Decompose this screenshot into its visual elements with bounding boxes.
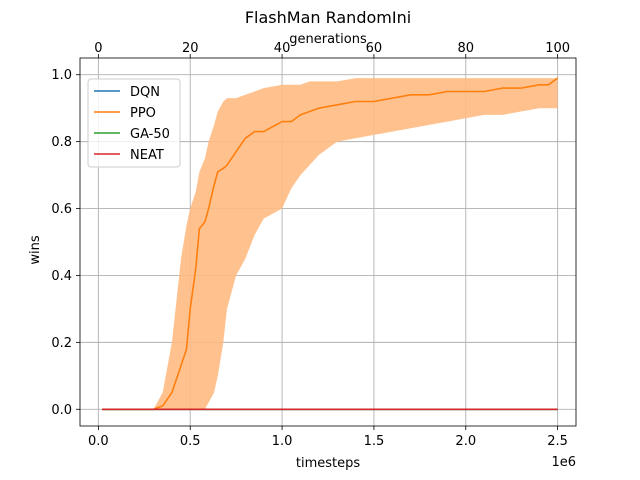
y-tick-label: 0.2 [51,336,72,351]
band-ppo [102,78,558,410]
y-tick-label: 0.8 [51,135,72,150]
y-tick-label: 0.0 [51,403,72,418]
y-tick-label: 1.0 [51,68,72,83]
top-tick-label: 0 [94,41,102,56]
y-tick-label: 0.4 [51,269,72,284]
x-tick-label: 2.0 [455,434,476,449]
legend-label-dqn: DQN [130,85,160,100]
x-tick-label: 0.5 [180,434,201,449]
legend-label-ga-50: GA-50 [130,127,170,142]
chart-title: FlashMan RandomIni [245,8,411,27]
confidence-bands [102,78,558,410]
top-tick-label: 20 [182,41,199,56]
x-tick-label: 1.0 [272,434,293,449]
top-axis-ticks: 0 20 40 60 80 100 [94,41,570,58]
top-tick-label: 100 [545,41,570,56]
y-axis-label: wins [28,235,43,264]
x-axis-offset: 1e6 [551,455,576,470]
x-tick-label: 2.5 [547,434,568,449]
x-axis-ticks: 0.0 0.5 1.0 1.5 2.0 2.5 [88,426,568,449]
top-tick-label: 60 [366,41,383,56]
top-axis-label: generations [289,32,367,47]
legend-label-ppo: PPO [130,106,156,121]
x-tick-label: 0.0 [88,434,109,449]
x-tick-label: 1.5 [364,434,385,449]
top-tick-label: 40 [274,41,291,56]
legend-frame [87,78,181,168]
series-lines [102,77,559,411]
y-axis-ticks: 0.0 0.2 0.4 0.6 0.8 1.0 [51,68,80,418]
legend: DQN PPO GA-50 NEAT [87,78,181,168]
y-tick-label: 0.6 [51,202,72,217]
plot-frame [79,57,577,427]
legend-label-neat: NEAT [130,148,164,163]
line-ppo [102,77,559,411]
x-axis-label: timesteps [296,456,360,471]
top-tick-label: 80 [458,41,475,56]
